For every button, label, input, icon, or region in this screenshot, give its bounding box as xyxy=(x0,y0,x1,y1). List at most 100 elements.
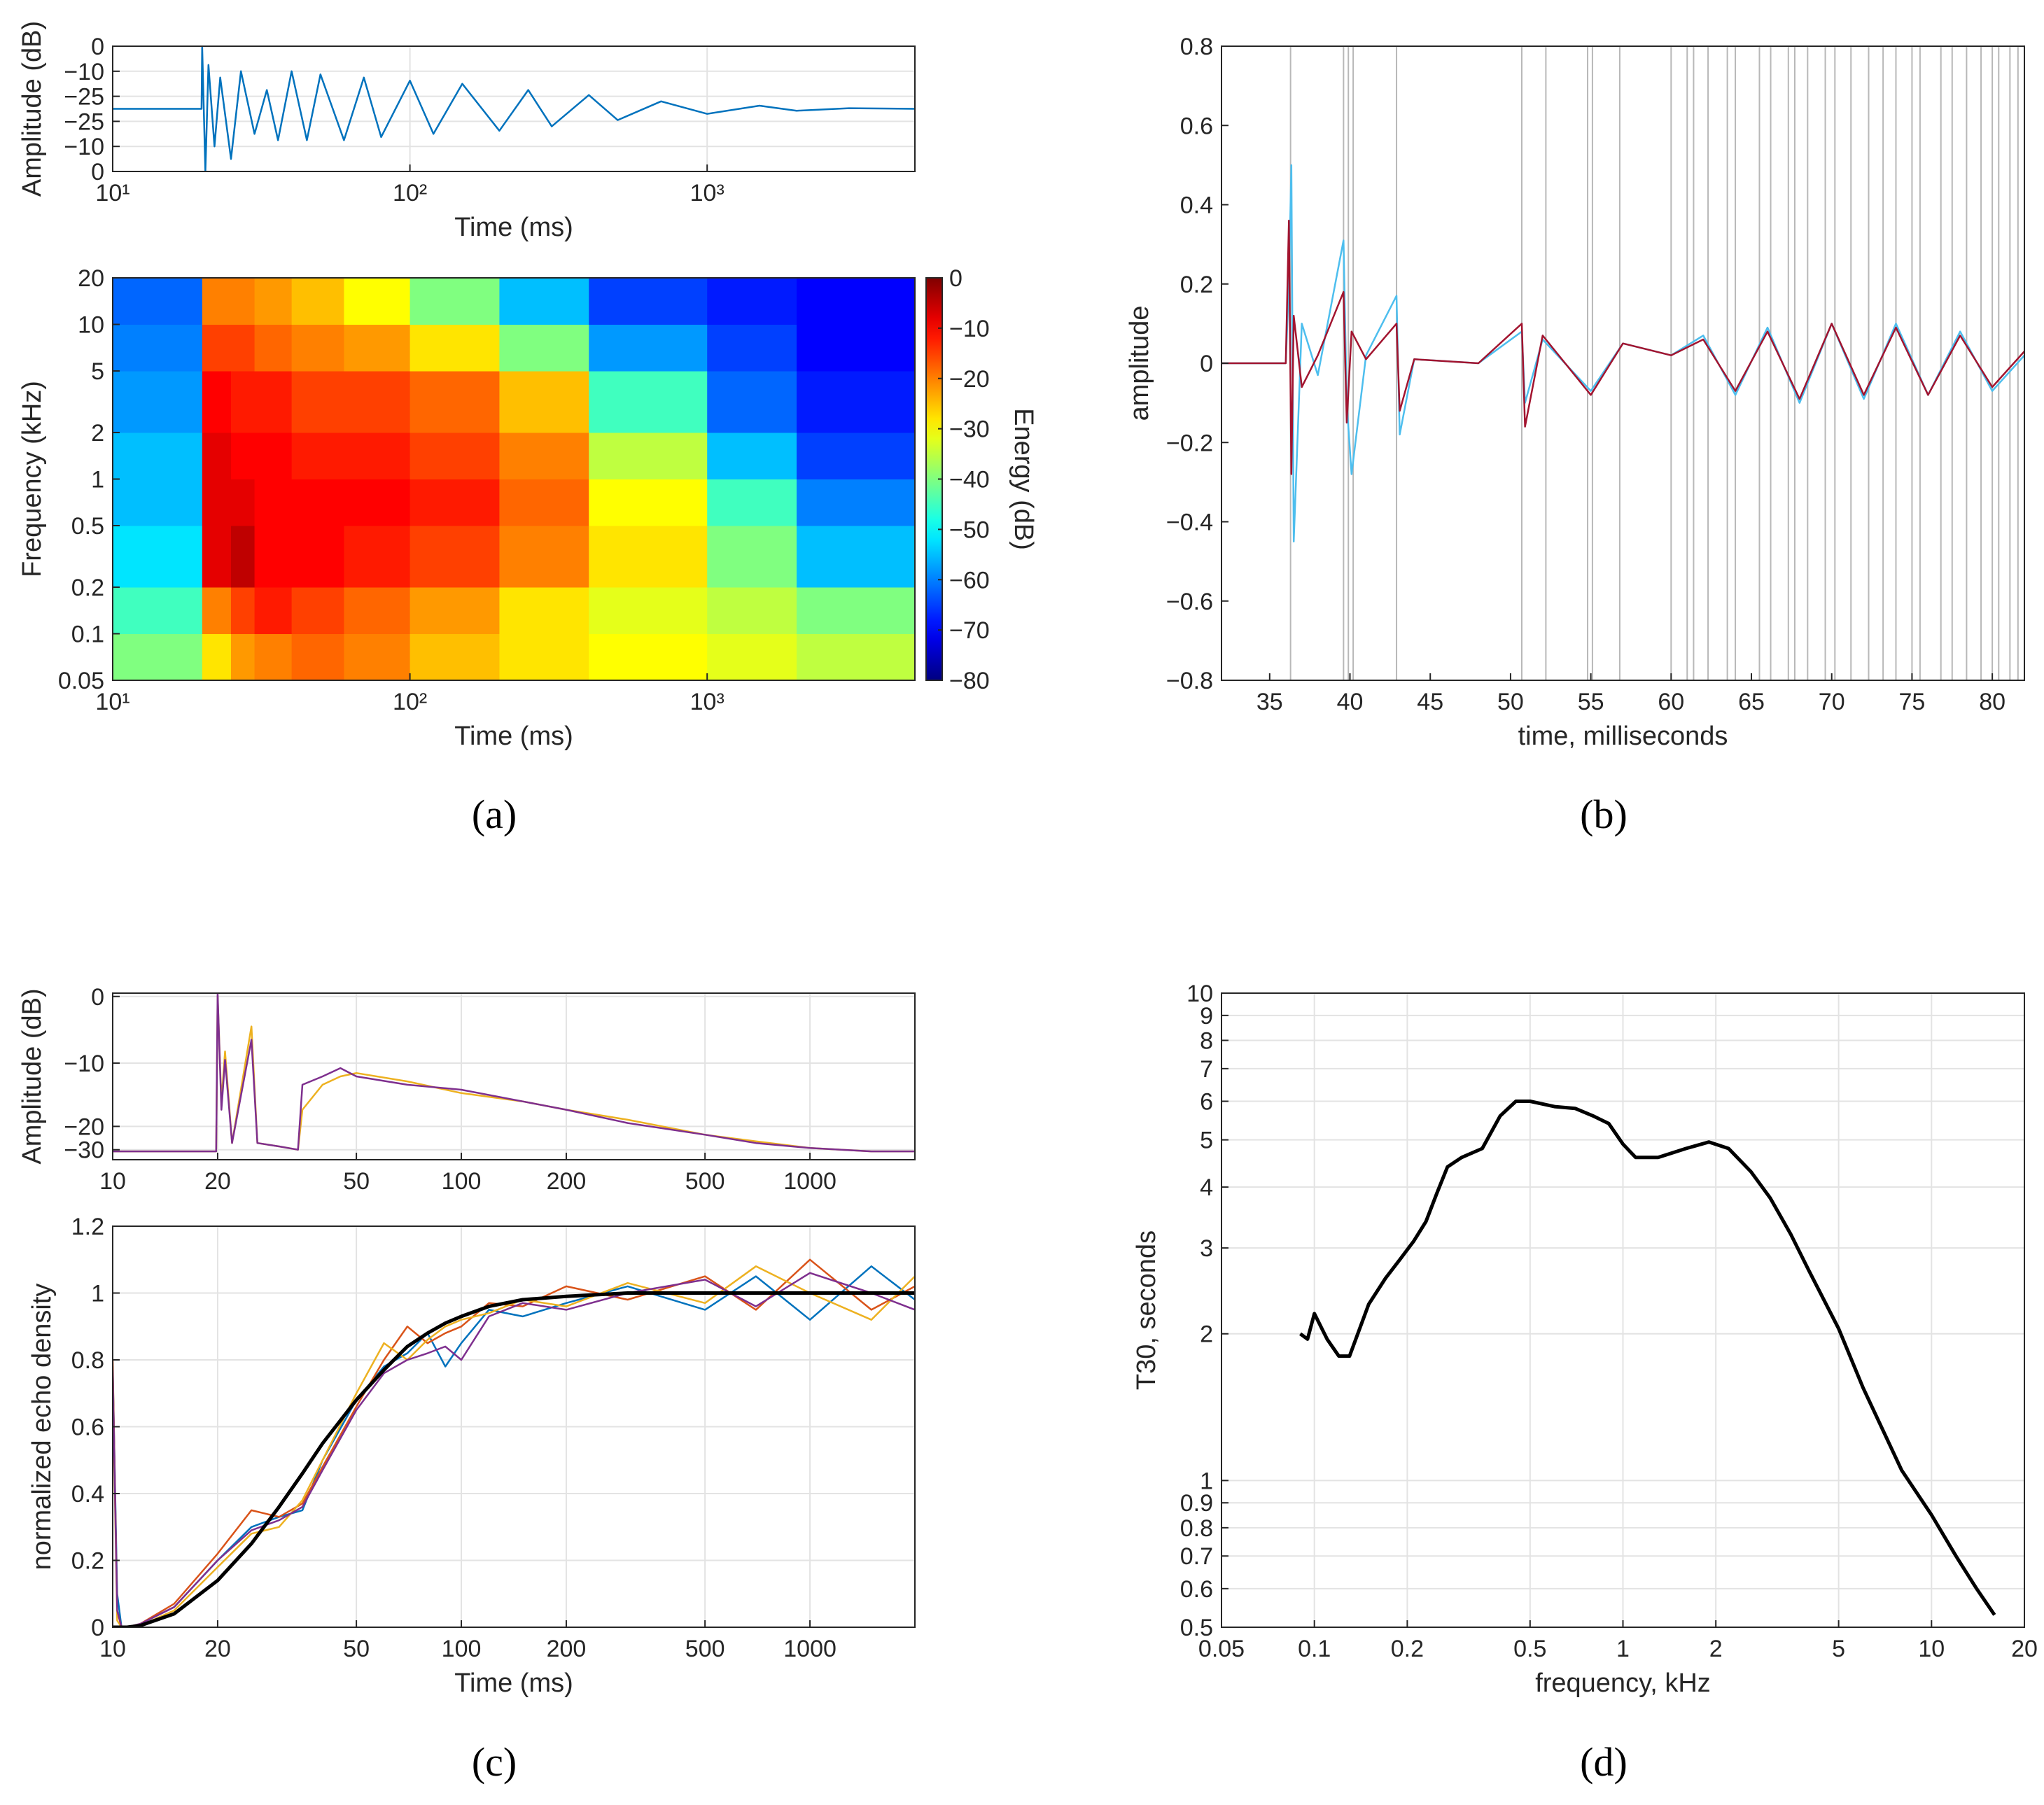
heat-cell xyxy=(707,371,797,433)
y-tick-label: 0.4 xyxy=(71,1481,104,1508)
heat-cell xyxy=(344,526,411,588)
x-tick-label: 10¹ xyxy=(95,689,130,715)
y-tick-label: 0.8 xyxy=(1180,1515,1213,1542)
y-tick-label: −30 xyxy=(64,1137,104,1164)
heat-cell xyxy=(291,587,344,634)
y-tick-label: 0.8 xyxy=(1180,34,1213,60)
y-tick-label: −0.8 xyxy=(1166,668,1213,694)
heat-cell xyxy=(254,633,293,680)
y-tick-label: 0.6 xyxy=(1180,1576,1213,1603)
x-tick-label: 0.2 xyxy=(1391,1636,1424,1662)
chart: 0.05 0.1 0.2 0.5 1 2 5 10 200.50.60.70.80.912345… xyxy=(1132,981,2038,1698)
y-tick-label: −20 xyxy=(64,1114,104,1140)
x-axis-label: frequency, kHz xyxy=(1535,1669,1711,1698)
heat-cell xyxy=(254,479,293,526)
heat-cell xyxy=(254,526,293,588)
plot xyxy=(113,993,915,1160)
y-axis-label: Frequency (kHz) xyxy=(18,381,47,577)
heat-cell xyxy=(797,587,915,634)
heat-cell xyxy=(589,587,708,634)
y-tick-label: 1.2 xyxy=(71,1214,104,1240)
heat-cell xyxy=(707,432,797,479)
heat-cell xyxy=(202,371,232,433)
chart: 10¹ 10² 10³ 0.05 0.1 0.2 0.5 1 2 5 10 20 0 −10 −20 −30 −… xyxy=(18,265,1038,751)
x-tick-label: 45 xyxy=(1417,689,1443,715)
y-tick-label: −0.2 xyxy=(1166,430,1213,456)
x-tick-label: 20 xyxy=(204,1636,231,1662)
y-tick-label: 20 xyxy=(78,265,104,292)
heat-cell xyxy=(230,324,255,372)
y-tick-label: 0.05 xyxy=(58,668,104,694)
y-tick-label: 7 xyxy=(1200,1056,1213,1083)
x-tick-label: 35 xyxy=(1256,689,1283,715)
heat-cell xyxy=(410,324,500,372)
series-line xyxy=(113,46,915,171)
x-tick-label: 50 xyxy=(343,1636,370,1662)
heat-cell xyxy=(113,526,203,588)
series-line xyxy=(113,993,915,1153)
x-tick-label: 10² xyxy=(393,689,427,715)
heat-cell xyxy=(230,587,255,634)
heat-cell xyxy=(113,278,203,325)
heat-cell xyxy=(707,479,797,526)
heat-cell xyxy=(344,432,411,479)
axes-frame xyxy=(112,1225,916,1628)
x-tick-label: 10 xyxy=(1918,1636,1945,1662)
y-axis-label: amplitude xyxy=(1125,306,1154,421)
heat-cell xyxy=(291,278,344,325)
y-tick-label: 2 xyxy=(91,420,104,447)
x-tick-label: 65 xyxy=(1738,689,1765,715)
heat-cell xyxy=(113,633,203,680)
y-tick-label: 8 xyxy=(1200,1027,1213,1054)
colorbar-tick-label: −20 xyxy=(949,366,990,393)
x-tick-label: 5 xyxy=(1832,1636,1845,1662)
series-line xyxy=(1222,219,2024,475)
x-tick-label: 100 xyxy=(442,1636,482,1662)
y-tick-label: 0.7 xyxy=(1180,1543,1213,1570)
heat-cell xyxy=(410,432,500,479)
x-tick-label: 200 xyxy=(547,1168,587,1195)
heat-cell xyxy=(589,371,708,433)
heat-cell xyxy=(344,278,411,325)
heat-cell xyxy=(291,371,344,433)
heat-cell xyxy=(707,324,797,372)
heat-cell xyxy=(344,479,411,526)
heat-cell xyxy=(202,324,232,372)
colorbar-tick-label: 0 xyxy=(949,265,962,292)
heat-cell xyxy=(499,371,589,433)
y-tick-label: −10 xyxy=(64,59,104,85)
x-tick-label: 2 xyxy=(1709,1636,1723,1662)
colorbar-tick-label: −70 xyxy=(949,617,990,644)
y-tick-label: 10 xyxy=(1186,981,1213,1007)
colorbar-tick-label: −60 xyxy=(949,567,990,594)
heat-cell xyxy=(410,278,500,325)
x-tick-label: 10 xyxy=(99,1636,126,1662)
heat-cell xyxy=(344,633,411,680)
y-tick-label: 0 xyxy=(91,984,104,1011)
heat-cell xyxy=(499,432,589,479)
x-tick-label: 50 xyxy=(343,1168,370,1195)
heat-cell xyxy=(589,278,708,325)
y-axis-label: Amplitude (dB) xyxy=(18,21,47,197)
series-line xyxy=(113,1291,915,1627)
y-tick-label: 5 xyxy=(1200,1128,1213,1154)
caption: (c) xyxy=(472,1739,517,1785)
y-tick-label: 0.2 xyxy=(71,1548,104,1575)
x-tick-label: 20 xyxy=(204,1168,231,1195)
heat-cell xyxy=(291,324,344,372)
heat-cell xyxy=(113,371,203,433)
plot-area xyxy=(113,993,915,1160)
heat-cell xyxy=(230,479,255,526)
axes-frame xyxy=(112,45,916,172)
y-tick-label: −25 xyxy=(64,108,104,135)
heat-cell xyxy=(202,633,232,680)
y-tick-label: −10 xyxy=(64,134,104,160)
y-tick-label: 1 xyxy=(91,467,104,493)
plot-area xyxy=(1222,46,2024,680)
heat-cell xyxy=(202,587,232,634)
heat-cell xyxy=(499,324,589,372)
y-tick-label: −25 xyxy=(64,84,104,111)
axes-frame xyxy=(1221,992,2025,1628)
heat-cell xyxy=(589,324,708,372)
heat-cell xyxy=(707,633,797,680)
